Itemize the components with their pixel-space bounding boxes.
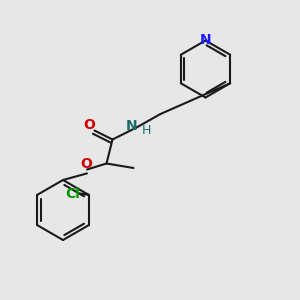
Text: Cl: Cl [65, 187, 80, 200]
Text: N: N [125, 119, 137, 133]
Text: H: H [141, 124, 151, 137]
Text: O: O [83, 118, 95, 132]
Text: O: O [80, 157, 92, 171]
Text: N: N [200, 33, 211, 46]
